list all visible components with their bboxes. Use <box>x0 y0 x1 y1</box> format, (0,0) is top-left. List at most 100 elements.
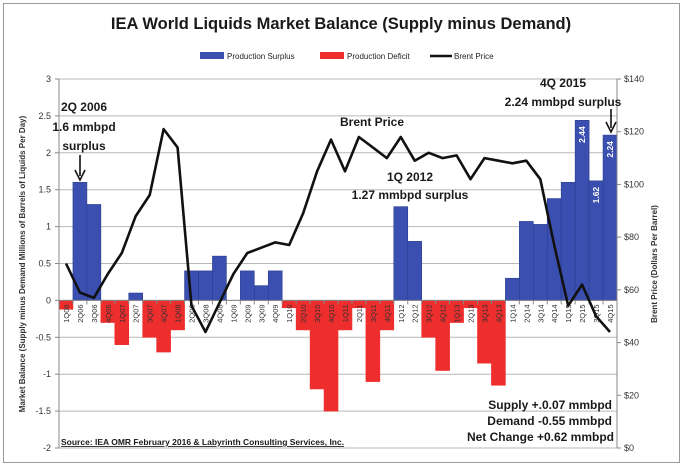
x-tick-label: 2Q12 <box>411 304 420 322</box>
bar-value-label: 1.62 <box>591 187 601 204</box>
x-tick-label: 1Q15 <box>564 304 573 322</box>
bar-surplus-4Q15 <box>602 134 618 301</box>
x-tick-label: 3Q07 <box>146 304 155 322</box>
bar-surplus-3Q14 <box>532 224 548 301</box>
legend-swatch-surplus <box>200 52 224 59</box>
x-tick-label: 4Q06 <box>104 304 113 322</box>
x-tick-label: 2Q09 <box>243 304 252 322</box>
y-tick-label: -0.5 <box>35 332 51 342</box>
x-tick-label: 3Q08 <box>201 304 210 322</box>
y-tick-label: -2 <box>43 443 51 453</box>
annotation-2012-line2: 1.27 mmbpd surplus <box>352 188 469 202</box>
annotation-2015-line2: 2.24 mmbpd surplus <box>505 95 622 109</box>
legend-label-deficit: Production Deficit <box>347 52 410 61</box>
x-tick-label: 3Q15 <box>592 304 601 322</box>
x-tick-label: 4Q09 <box>271 304 280 322</box>
brent-price-label: Brent Price <box>340 115 404 129</box>
x-tick-label: 2Q10 <box>299 304 308 322</box>
bar-value-label: 2.24 <box>605 141 615 158</box>
y-tick-label: 0.5 <box>38 259 51 269</box>
bar-surplus-3Q08 <box>198 270 213 301</box>
annotation-2006-line3: surplus <box>62 139 106 153</box>
y2-tick-label: $140 <box>624 74 644 84</box>
y2-tick-label: $100 <box>624 179 644 189</box>
y-tick-label: 2.5 <box>38 111 51 121</box>
annotation-2006: 2Q 2006 1.6 mmbpd surplus <box>52 100 116 182</box>
y-tick-label: 1 <box>46 222 51 232</box>
bar-surplus-2Q14 <box>519 221 534 301</box>
summary-demand: Demand -0.55 mmbpd <box>487 414 612 428</box>
y2-axis-label: Brent Price (Dollars Per Barrel) <box>650 205 659 323</box>
bar-surplus-1Q14 <box>505 277 520 301</box>
bar-surplus-2Q09 <box>240 270 255 301</box>
y-tick-label: -1.5 <box>35 406 51 416</box>
x-tick-label: 4Q15 <box>606 304 615 322</box>
summary-supply: Supply +.0.07 mmbpd <box>488 398 612 412</box>
x-tick-label: 1Q06 <box>62 304 71 322</box>
bar-surplus-1Q12 <box>393 206 409 301</box>
x-tick-label: 1Q07 <box>118 304 127 322</box>
annotation-2015: 4Q 2015 2.24 mmbpd surplus <box>505 76 622 134</box>
x-tick-label: 4Q13 <box>494 304 503 322</box>
y-tick-label: 3 <box>46 74 51 84</box>
x-tick-label: 3Q06 <box>90 304 99 322</box>
x-tick-label: 4Q11 <box>383 304 392 322</box>
chart-title: IEA World Liquids Market Balance (Supply… <box>111 15 571 33</box>
y-axis-label: Market Balance (Supply minus Demand Mill… <box>18 115 27 412</box>
x-tick-label: 3Q14 <box>536 304 545 322</box>
x-tick-label: 3Q10 <box>313 304 322 322</box>
x-tick-label: 1Q09 <box>229 304 238 322</box>
y2-tick-label: $80 <box>624 232 639 242</box>
x-tick-label: 3Q11 <box>369 304 378 322</box>
legend: Production Surplus Production Deficit Br… <box>200 52 494 61</box>
y2-tick-label: $120 <box>624 127 644 137</box>
y-tick-label: 1.5 <box>38 185 51 195</box>
arrow-down-icon <box>605 121 617 134</box>
x-tick-label: 1Q13 <box>453 304 462 322</box>
x-tick-label: 4Q10 <box>327 304 336 322</box>
bar-surplus-4Q09 <box>267 270 283 301</box>
y-tick-label: 0 <box>46 295 51 305</box>
legend-label-brent: Brent Price <box>454 52 494 61</box>
x-tick-label: 3Q13 <box>480 304 489 322</box>
x-tick-label: 1Q08 <box>174 304 183 322</box>
bar-surplus-3Q06 <box>86 204 102 301</box>
x-tick-label: 4Q08 <box>215 304 224 322</box>
bar-surplus-2Q12 <box>407 241 422 301</box>
y2-tick-label: $40 <box>624 338 639 348</box>
arrow-down-icon <box>74 169 86 182</box>
y-tick-label: 2 <box>46 148 51 158</box>
x-tick-label: 4Q07 <box>160 304 169 322</box>
bar-value-label: 2.44 <box>577 126 587 143</box>
annotation-2012: 1Q 2012 1.27 mmbpd surplus <box>352 170 469 202</box>
summary-box: Supply +.0.07 mmbpd Demand -0.55 mmbpd N… <box>467 398 614 444</box>
x-tick-label: 2Q15 <box>578 304 587 322</box>
x-tick-label: 3Q12 <box>425 304 434 322</box>
x-tick-label: 2Q13 <box>467 304 476 322</box>
bar-surplus-2Q15 <box>574 120 590 301</box>
x-tick-label: 1Q14 <box>508 304 517 322</box>
annotation-2006-line1: 2Q 2006 <box>61 100 107 114</box>
x-tick-label: 2Q06 <box>76 304 85 322</box>
brent-price-line <box>64 127 611 334</box>
source-note: Source: IEA OMR February 2016 & Labyrint… <box>61 437 344 447</box>
x-tick-label: 1Q11 <box>341 304 350 322</box>
annotation-2015-line1: 4Q 2015 <box>540 76 586 90</box>
legend-swatch-deficit <box>320 52 344 59</box>
summary-net-change: Net Change +0.62 mmbpd <box>467 430 614 444</box>
x-tick-label: 1Q12 <box>397 304 406 322</box>
legend-label-surplus: Production Surplus <box>227 52 295 61</box>
y2-tick-label: $60 <box>624 285 639 295</box>
y2-tick-label: $20 <box>624 390 639 400</box>
y-tick-label: -1 <box>43 369 51 379</box>
x-tick-label: 2Q14 <box>522 304 531 322</box>
y2-tick-label: $0 <box>624 443 634 453</box>
x-tick-label: 4Q12 <box>439 304 448 322</box>
x-tick-label: 2Q07 <box>132 304 141 322</box>
annotation-2012-line1: 1Q 2012 <box>387 170 433 184</box>
x-tick-label: 2Q11 <box>355 304 364 322</box>
bar-surplus-2Q07 <box>128 292 143 301</box>
x-tick-label: 1Q10 <box>285 304 294 322</box>
x-tick-label: 4Q14 <box>550 304 559 322</box>
